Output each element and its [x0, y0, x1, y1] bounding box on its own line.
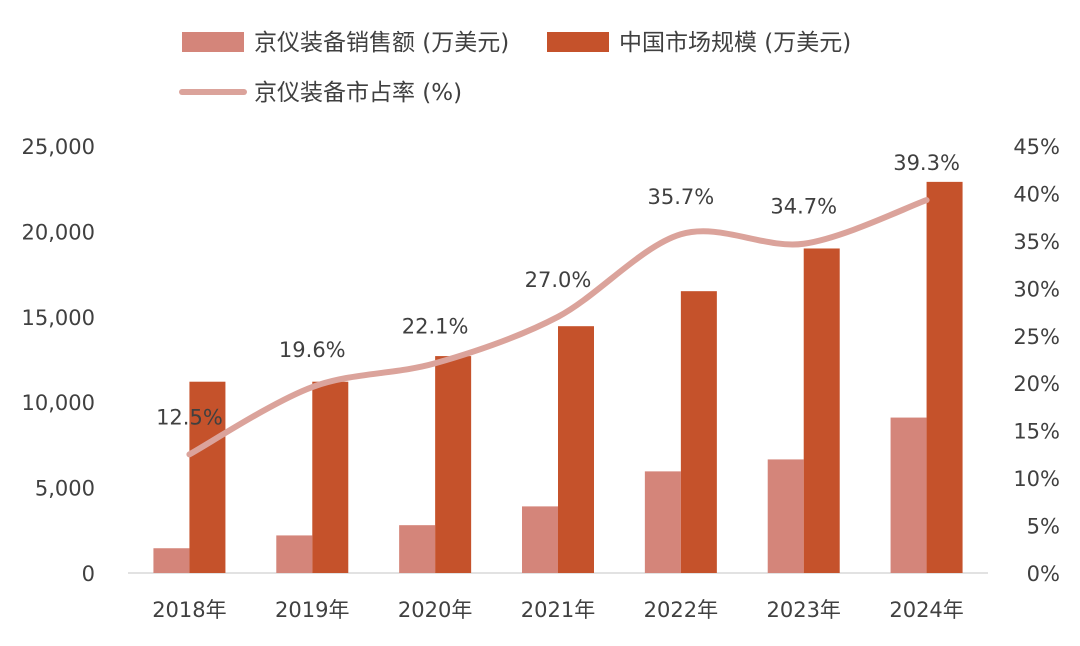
share-line [186, 197, 930, 458]
legend-swatch [182, 32, 244, 52]
market-bar [926, 181, 963, 574]
y-right-tick-label: 40% [1013, 182, 1060, 206]
bars [153, 181, 963, 574]
market-bar [558, 326, 594, 573]
y-right-tick-label: 20% [1013, 372, 1060, 396]
y-axis-right: 0% 5% 10% 15% 20% 25% 30% 35% 40% 45% [1013, 135, 1060, 586]
market-bar [680, 291, 717, 573]
sales-bar [767, 459, 804, 573]
legend: 京仪装备销售额 (万美元) 中国市场规模 (万美元) 京仪装备市占率 (%) [179, 30, 851, 106]
y-right-tick-label: 45% [1013, 135, 1060, 159]
y-left-tick-label: 5,000 [35, 477, 95, 501]
x-tick-label: 2024年 [889, 598, 963, 622]
y-right-tick-label: 10% [1013, 467, 1060, 491]
y-right-tick-label: 5% [1027, 515, 1060, 539]
share-data-label: 35.7% [647, 185, 714, 209]
share-data-label: 12.5% [156, 405, 223, 429]
x-tick-label: 2022年 [644, 598, 718, 622]
sales-bar [276, 535, 313, 573]
share-data-label: 27.0% [525, 268, 592, 292]
y-right-tick-label: 35% [1013, 230, 1060, 254]
share-data-label: 39.3% [893, 151, 960, 175]
y-left-tick-label: 25,000 [22, 135, 95, 159]
x-tick-label: 2018年 [152, 598, 226, 622]
sales-bar [399, 525, 436, 573]
market-bar [435, 356, 472, 573]
sales-bar [153, 548, 190, 573]
x-axis: 2018年 2019年 2020年 2021年 2022年 2023年 2024年 [152, 598, 964, 622]
share-data-label: 34.7% [770, 195, 837, 219]
share-data-label: 19.6% [279, 338, 346, 362]
y-right-tick-label: 30% [1013, 277, 1060, 301]
y-right-tick-label: 15% [1013, 420, 1060, 444]
y-right-tick-label: 25% [1013, 325, 1060, 349]
market-bar [312, 381, 349, 573]
share-data-label: 22.1% [402, 314, 469, 338]
y-left-tick-label: 10,000 [22, 391, 95, 415]
legend-label: 中国市场规模 (万美元) [619, 30, 851, 56]
y-left-tick-label: 20,000 [22, 220, 95, 244]
x-tick-label: 2020年 [398, 598, 472, 622]
legend-label: 京仪装备销售额 (万美元) [254, 30, 509, 56]
legend-swatch [547, 32, 609, 52]
market-bar [803, 248, 840, 574]
y-right-tick-label: 0% [1027, 562, 1060, 586]
legend-label: 京仪装备市占率 (%) [254, 80, 462, 106]
x-tick-label: 2019年 [275, 598, 349, 622]
y-left-tick-label: 15,000 [22, 306, 95, 330]
y-left-tick-label: 0 [82, 562, 95, 586]
x-tick-label: 2023年 [766, 598, 840, 622]
sales-bar [644, 471, 681, 573]
sales-bar [522, 506, 558, 573]
sales-bar [890, 417, 927, 573]
share-line-group: 12.5% 19.6% 22.1% 27.0% 35.7% 34.7% 39.3% [156, 151, 960, 458]
x-tick-label: 2021年 [521, 598, 595, 622]
y-axis-left: 0 5,000 10,000 15,000 20,000 25,000 [22, 135, 95, 586]
market-bar [189, 381, 226, 573]
